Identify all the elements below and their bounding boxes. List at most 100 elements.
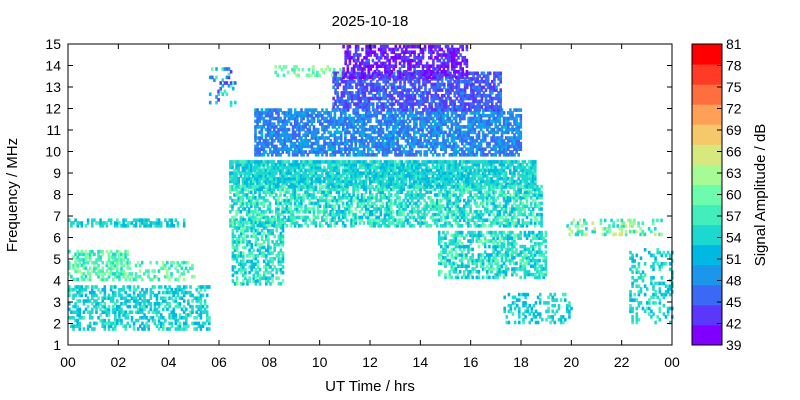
data-cell bbox=[310, 196, 314, 200]
data-cell bbox=[331, 184, 334, 189]
data-cell bbox=[477, 133, 481, 137]
data-cell bbox=[233, 234, 237, 239]
data-cell bbox=[352, 176, 355, 181]
data-cell bbox=[272, 165, 276, 170]
data-cell bbox=[339, 111, 343, 115]
data-cell bbox=[423, 122, 426, 126]
data-cell bbox=[380, 102, 383, 106]
data-cell bbox=[406, 168, 410, 173]
data-cell bbox=[229, 204, 232, 208]
data-cell bbox=[248, 270, 251, 275]
data-cell bbox=[367, 116, 370, 121]
data-cell bbox=[404, 111, 408, 115]
data-cell bbox=[406, 141, 410, 146]
data-cell bbox=[456, 144, 460, 149]
data-cell bbox=[407, 71, 410, 76]
data-cell bbox=[231, 215, 234, 220]
data-cell bbox=[306, 168, 309, 173]
data-cell bbox=[340, 79, 344, 84]
data-cell bbox=[304, 130, 307, 135]
data-cell bbox=[267, 270, 270, 275]
data-cell bbox=[458, 116, 462, 121]
data-cell bbox=[231, 174, 234, 178]
data-cell bbox=[458, 193, 462, 197]
data-cell bbox=[344, 133, 347, 137]
data-cell bbox=[376, 88, 379, 92]
data-cell bbox=[300, 111, 303, 115]
data-cell bbox=[421, 171, 424, 175]
data-cell bbox=[515, 122, 518, 126]
data-cell bbox=[287, 160, 291, 164]
data-cell bbox=[357, 105, 360, 109]
data-cell bbox=[258, 125, 261, 129]
data-cell bbox=[446, 144, 449, 149]
data-cell bbox=[436, 136, 439, 140]
data-cell bbox=[304, 221, 307, 225]
data-cell bbox=[523, 212, 527, 217]
data-cell bbox=[270, 125, 274, 129]
data-cell bbox=[358, 179, 362, 184]
data-cell bbox=[275, 223, 278, 227]
data-cell bbox=[492, 174, 495, 178]
data-cell bbox=[519, 210, 522, 214]
data-cell bbox=[270, 150, 274, 154]
data-cell bbox=[406, 160, 410, 164]
data-cell bbox=[271, 217, 274, 222]
data-cell bbox=[279, 248, 283, 253]
data-cell bbox=[402, 168, 405, 173]
data-cell bbox=[387, 204, 391, 208]
data-cell bbox=[285, 171, 289, 175]
data-cell bbox=[402, 171, 405, 175]
data-cell bbox=[513, 119, 516, 124]
data-cell bbox=[454, 127, 458, 132]
data-cell bbox=[254, 279, 258, 283]
data-cell bbox=[287, 187, 291, 192]
data-cell bbox=[427, 190, 431, 194]
data-cell bbox=[434, 105, 438, 109]
data-cell bbox=[337, 176, 341, 181]
data-cell bbox=[273, 150, 276, 154]
data-cell bbox=[475, 108, 479, 112]
data-cell bbox=[289, 111, 293, 115]
data-cell bbox=[277, 223, 281, 227]
data-cell bbox=[359, 96, 362, 101]
data-cell bbox=[496, 185, 499, 189]
data-cell bbox=[265, 234, 268, 239]
data-cell bbox=[396, 162, 399, 167]
data-cell bbox=[389, 176, 393, 181]
data-cell bbox=[392, 185, 395, 189]
data-cell bbox=[430, 102, 433, 106]
data-cell bbox=[262, 179, 266, 184]
data-cell bbox=[467, 190, 470, 194]
data-cell bbox=[262, 254, 266, 258]
data-cell bbox=[428, 88, 431, 92]
data-cell bbox=[538, 201, 541, 206]
data-cell bbox=[268, 113, 272, 118]
data-cell bbox=[327, 125, 330, 129]
data-cell bbox=[291, 212, 295, 217]
data-cell bbox=[321, 190, 324, 194]
data-cell bbox=[502, 218, 506, 222]
data-cell bbox=[365, 85, 369, 90]
data-cell bbox=[293, 113, 297, 118]
data-cell bbox=[369, 162, 372, 167]
data-cell bbox=[258, 119, 261, 124]
data-cell bbox=[460, 207, 464, 211]
data-cell bbox=[477, 141, 481, 146]
data-cell bbox=[442, 119, 445, 124]
data-cell bbox=[396, 218, 399, 222]
data-cell bbox=[440, 204, 443, 208]
data-cell bbox=[252, 215, 255, 220]
data-cell bbox=[369, 113, 372, 118]
data-cell bbox=[467, 176, 470, 181]
data-cell bbox=[364, 127, 368, 132]
data-cell bbox=[438, 185, 441, 189]
data-cell bbox=[402, 116, 406, 121]
data-cell bbox=[465, 182, 468, 187]
data-cell bbox=[348, 150, 351, 154]
data-cell bbox=[339, 218, 343, 222]
data-cell bbox=[435, 212, 439, 217]
data-cell bbox=[383, 212, 387, 217]
data-cell bbox=[254, 270, 258, 275]
data-cell bbox=[323, 168, 326, 173]
